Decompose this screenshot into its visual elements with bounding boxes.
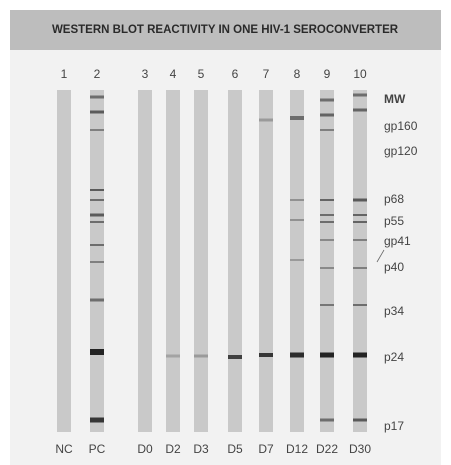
band bbox=[290, 199, 304, 201]
lane-label: D22 bbox=[316, 442, 338, 456]
band bbox=[90, 261, 104, 263]
marker-label: p40 bbox=[384, 260, 404, 274]
band bbox=[90, 244, 104, 246]
lane-label: D12 bbox=[286, 442, 308, 456]
band bbox=[353, 419, 367, 422]
lane-label: NC bbox=[55, 442, 73, 456]
band bbox=[353, 109, 367, 112]
strip bbox=[57, 90, 71, 432]
strip bbox=[194, 90, 208, 432]
band bbox=[290, 116, 304, 120]
band bbox=[290, 259, 304, 261]
band bbox=[353, 199, 367, 202]
marker-label: p55 bbox=[384, 214, 404, 228]
band bbox=[320, 304, 334, 306]
band bbox=[90, 96, 104, 99]
strip bbox=[259, 90, 273, 432]
band bbox=[90, 349, 104, 355]
lane-number: 6 bbox=[232, 67, 239, 81]
lane-label: D30 bbox=[349, 442, 371, 456]
band bbox=[90, 418, 104, 423]
lane-number: 8 bbox=[294, 67, 301, 81]
band bbox=[320, 214, 334, 216]
marker-label: p24 bbox=[384, 350, 404, 364]
lane-label: D5 bbox=[227, 442, 243, 456]
band bbox=[90, 221, 104, 223]
lane-label: PC bbox=[89, 442, 106, 456]
band bbox=[194, 355, 208, 358]
band bbox=[320, 199, 334, 201]
strip bbox=[228, 90, 242, 432]
marker-label: p17 bbox=[384, 419, 404, 433]
panel bbox=[10, 50, 441, 465]
band bbox=[353, 267, 367, 269]
band bbox=[90, 111, 104, 114]
band bbox=[353, 94, 367, 97]
marker-label: p34 bbox=[384, 304, 404, 318]
band bbox=[259, 353, 273, 357]
band bbox=[353, 304, 367, 306]
marker-label: p68 bbox=[384, 192, 404, 206]
band bbox=[320, 353, 334, 358]
band bbox=[353, 239, 367, 241]
lane-number: 3 bbox=[142, 67, 149, 81]
band bbox=[90, 129, 104, 131]
marker-label: gp120 bbox=[384, 144, 418, 158]
lane-number: 5 bbox=[198, 67, 205, 81]
lane-number: 4 bbox=[170, 67, 177, 81]
band bbox=[166, 355, 180, 358]
band bbox=[320, 99, 334, 102]
band bbox=[320, 419, 334, 422]
band bbox=[320, 221, 334, 223]
marker-label: gp160 bbox=[384, 119, 418, 133]
band bbox=[259, 119, 273, 122]
band bbox=[353, 221, 367, 223]
lane-label: D0 bbox=[137, 442, 153, 456]
strip bbox=[138, 90, 152, 432]
lane-label: D7 bbox=[258, 442, 274, 456]
band bbox=[228, 355, 242, 359]
marker-label: gp41 bbox=[384, 234, 411, 248]
band bbox=[353, 214, 367, 216]
band bbox=[290, 353, 304, 358]
figure: WESTERN BLOT REACTIVITY IN ONE HIV-1 SER… bbox=[0, 0, 451, 465]
strip bbox=[320, 90, 334, 432]
band bbox=[320, 114, 334, 117]
marker-label: MW bbox=[384, 92, 406, 106]
figure-title: WESTERN BLOT REACTIVITY IN ONE HIV-1 SER… bbox=[52, 24, 399, 36]
band bbox=[353, 353, 367, 358]
strip bbox=[166, 90, 180, 432]
lane-label: D2 bbox=[165, 442, 181, 456]
lane-number: 7 bbox=[263, 67, 270, 81]
lane-number: 10 bbox=[353, 67, 367, 81]
lane-number: 1 bbox=[61, 67, 68, 81]
band bbox=[90, 199, 104, 201]
band bbox=[90, 189, 104, 191]
band bbox=[90, 214, 104, 217]
band bbox=[290, 219, 304, 221]
band bbox=[320, 267, 334, 269]
band bbox=[320, 239, 334, 241]
strip bbox=[353, 90, 367, 432]
lane-number: 9 bbox=[324, 67, 331, 81]
band bbox=[320, 129, 334, 131]
band bbox=[90, 299, 104, 302]
lane-number: 2 bbox=[94, 67, 101, 81]
lane-label: D3 bbox=[193, 442, 209, 456]
